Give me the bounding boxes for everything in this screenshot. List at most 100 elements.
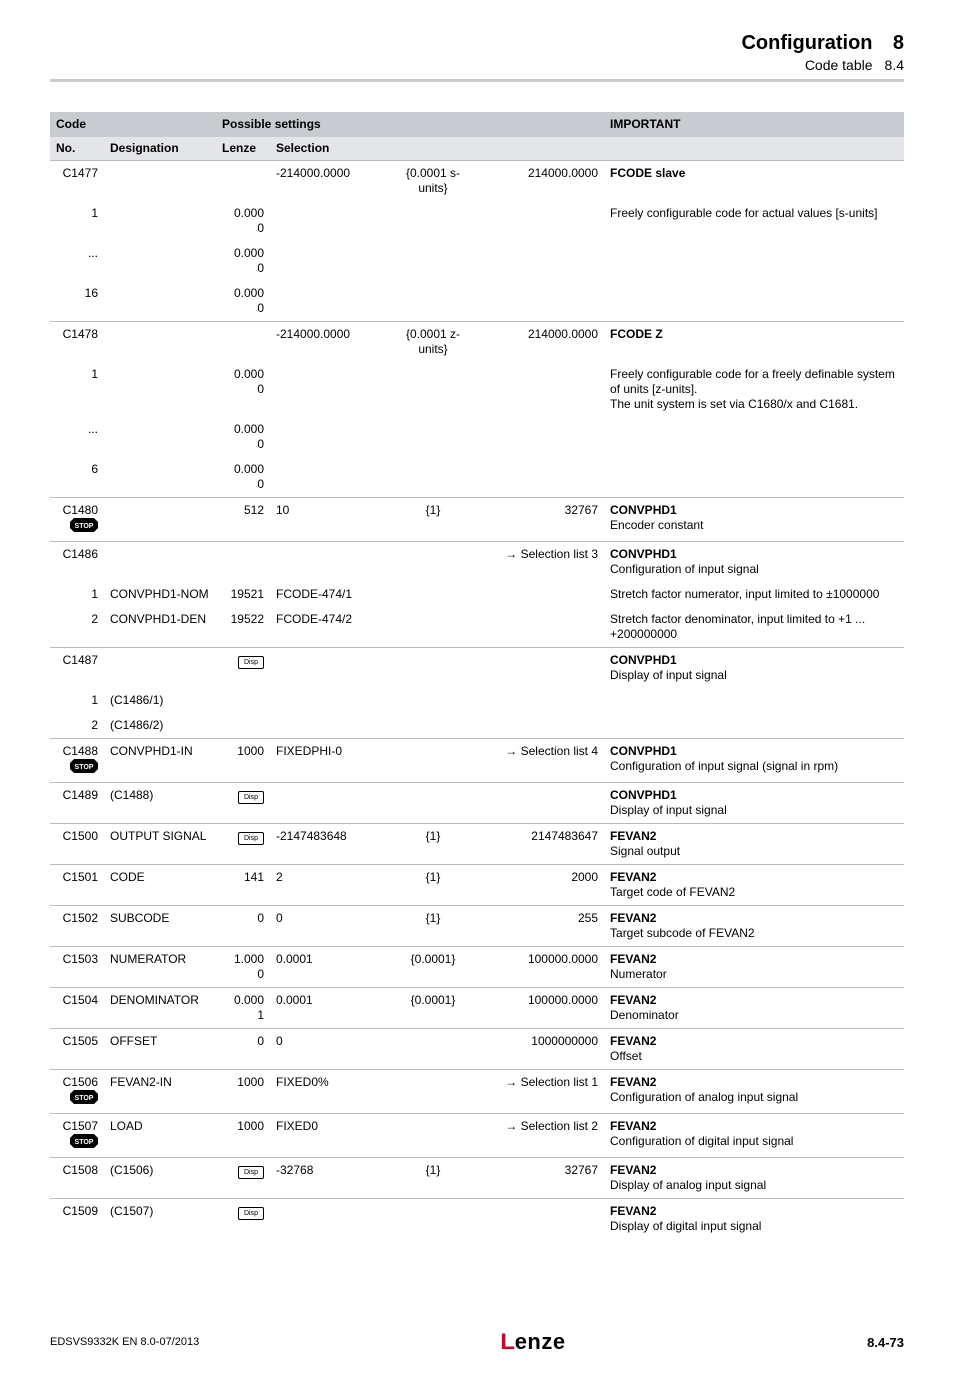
cell-designation bbox=[104, 281, 216, 322]
cell-designation: (C1486/2) bbox=[104, 713, 216, 739]
cell-important bbox=[604, 713, 904, 739]
cell-sel-max bbox=[474, 582, 604, 607]
cell-designation: CODE bbox=[104, 865, 216, 906]
cell-lenze: Disp bbox=[216, 824, 270, 865]
cell-sel-min bbox=[270, 688, 392, 713]
cell-sel-min: FIXED0% bbox=[270, 1070, 392, 1114]
cell-sel-min bbox=[270, 281, 392, 322]
cell-no: C1508 bbox=[50, 1158, 104, 1199]
cell-sel-min bbox=[270, 783, 392, 824]
table-row: C1478-214000.0000{0.0001 z-units}214000.… bbox=[50, 322, 904, 363]
cell-no: 1 bbox=[50, 201, 104, 241]
table-row: C1505OFFSET001000000000FEVAN2Offset bbox=[50, 1029, 904, 1070]
cell-no: 2 bbox=[50, 713, 104, 739]
cell-important bbox=[604, 241, 904, 281]
th-selection: Selection bbox=[270, 137, 604, 161]
cell-lenze: 0.0000 bbox=[216, 362, 270, 417]
table-row: 2(C1486/2) bbox=[50, 713, 904, 739]
cell-no: C1507STOP bbox=[50, 1114, 104, 1158]
table-row: C1489(C1488)DispCONVPHD1Display of input… bbox=[50, 783, 904, 824]
cell-sel-max: → Selection list 4 bbox=[474, 739, 604, 783]
cell-sel-max: 1000000000 bbox=[474, 1029, 604, 1070]
cell-lenze: 512 bbox=[216, 498, 270, 542]
table-row: 1CONVPHD1-NOM19521FCODE-474/1Stretch fac… bbox=[50, 582, 904, 607]
table-row: C1508(C1506)Disp-32768{1}32767FEVAN2Disp… bbox=[50, 1158, 904, 1199]
cell-lenze: Disp bbox=[216, 1199, 270, 1240]
cell-sel-max: 2147483647 bbox=[474, 824, 604, 865]
cell-sel-max bbox=[474, 783, 604, 824]
cell-important: FEVAN2Offset bbox=[604, 1029, 904, 1070]
cell-no: 1 bbox=[50, 582, 104, 607]
cell-designation: FEVAN2-IN bbox=[104, 1070, 216, 1114]
cell-no: C1477 bbox=[50, 161, 104, 202]
cell-lenze: 19521 bbox=[216, 582, 270, 607]
cell-no: ... bbox=[50, 417, 104, 457]
cell-no: C1505 bbox=[50, 1029, 104, 1070]
table-row: 10.0000Freely configurable code for a fr… bbox=[50, 362, 904, 417]
page-header: Configuration Code table 8 8.4 bbox=[50, 32, 904, 73]
cell-sel-min bbox=[270, 457, 392, 498]
cell-lenze bbox=[216, 322, 270, 363]
table-row: ...0.0000 bbox=[50, 417, 904, 457]
cell-important: Stretch factor numerator, input limited … bbox=[604, 582, 904, 607]
cell-sel-step bbox=[392, 281, 474, 322]
table-row: C1480STOP51210{1}32767CONVPHD1Encoder co… bbox=[50, 498, 904, 542]
cell-no: C1509 bbox=[50, 1199, 104, 1240]
header-chapter: 8 bbox=[885, 32, 904, 55]
cell-sel-step bbox=[392, 713, 474, 739]
cell-designation: (C1486/1) bbox=[104, 688, 216, 713]
cell-sel-max: 32767 bbox=[474, 498, 604, 542]
cell-sel-max bbox=[474, 1199, 604, 1240]
cell-lenze: 1000 bbox=[216, 1114, 270, 1158]
header-section: 8.4 bbox=[885, 57, 904, 73]
cell-sel-max: 255 bbox=[474, 906, 604, 947]
table-row: C1504DENOMINATOR0.00010.0001{0.0001}1000… bbox=[50, 988, 904, 1029]
cell-sel-max bbox=[474, 362, 604, 417]
cell-lenze: 0 bbox=[216, 1029, 270, 1070]
cell-no: C1487 bbox=[50, 648, 104, 689]
cell-important: FEVAN2Display of digital input signal bbox=[604, 1199, 904, 1240]
header-subtitle: Code table bbox=[741, 57, 872, 73]
cell-designation: DENOMINATOR bbox=[104, 988, 216, 1029]
cell-sel-step bbox=[392, 542, 474, 583]
cell-no: 6 bbox=[50, 457, 104, 498]
cell-no: C1504 bbox=[50, 988, 104, 1029]
cell-sel-min bbox=[270, 542, 392, 583]
cell-sel-step bbox=[392, 688, 474, 713]
cell-designation: (C1507) bbox=[104, 1199, 216, 1240]
cell-lenze bbox=[216, 713, 270, 739]
cell-sel-min: FIXEDPHI-0 bbox=[270, 739, 392, 783]
cell-lenze: Disp bbox=[216, 648, 270, 689]
cell-sel-step: {1} bbox=[392, 906, 474, 947]
table-subheader-row: No. Designation Lenze Selection bbox=[50, 137, 904, 161]
cell-important: CONVPHD1Display of input signal bbox=[604, 648, 904, 689]
cell-lenze: Disp bbox=[216, 783, 270, 824]
table-row: C1502SUBCODE00{1}255FEVAN2Target subcode… bbox=[50, 906, 904, 947]
cell-important: FEVAN2Numerator bbox=[604, 947, 904, 988]
cell-sel-max: 100000.0000 bbox=[474, 988, 604, 1029]
cell-important bbox=[604, 688, 904, 713]
cell-sel-max bbox=[474, 281, 604, 322]
cell-lenze: 0 bbox=[216, 906, 270, 947]
cell-sel-max: 214000.0000 bbox=[474, 161, 604, 202]
cell-important: FCODE slave bbox=[604, 161, 904, 202]
cell-lenze bbox=[216, 688, 270, 713]
cell-sel-min bbox=[270, 417, 392, 457]
svg-text:STOP: STOP bbox=[75, 523, 94, 530]
table-row: C1487 Disp CONVPHD1Display of input signal bbox=[50, 648, 904, 689]
cell-sel-max bbox=[474, 201, 604, 241]
cell-no: C1506STOP bbox=[50, 1070, 104, 1114]
cell-lenze: 1.0000 bbox=[216, 947, 270, 988]
cell-important: FEVAN2Configuration of digital input sig… bbox=[604, 1114, 904, 1158]
cell-sel-min bbox=[270, 241, 392, 281]
cell-lenze: 0.0000 bbox=[216, 201, 270, 241]
table-header-row: Code Possible settings IMPORTANT bbox=[50, 112, 904, 137]
cell-designation bbox=[104, 161, 216, 202]
cell-no: C1486 bbox=[50, 542, 104, 583]
cell-no: C1500 bbox=[50, 824, 104, 865]
cell-sel-min: FCODE-474/1 bbox=[270, 582, 392, 607]
table-row: ...0.0000 bbox=[50, 241, 904, 281]
cell-designation: LOAD bbox=[104, 1114, 216, 1158]
table-row: C1477-214000.0000{0.0001 s-units}214000.… bbox=[50, 161, 904, 202]
cell-sel-min bbox=[270, 648, 392, 689]
